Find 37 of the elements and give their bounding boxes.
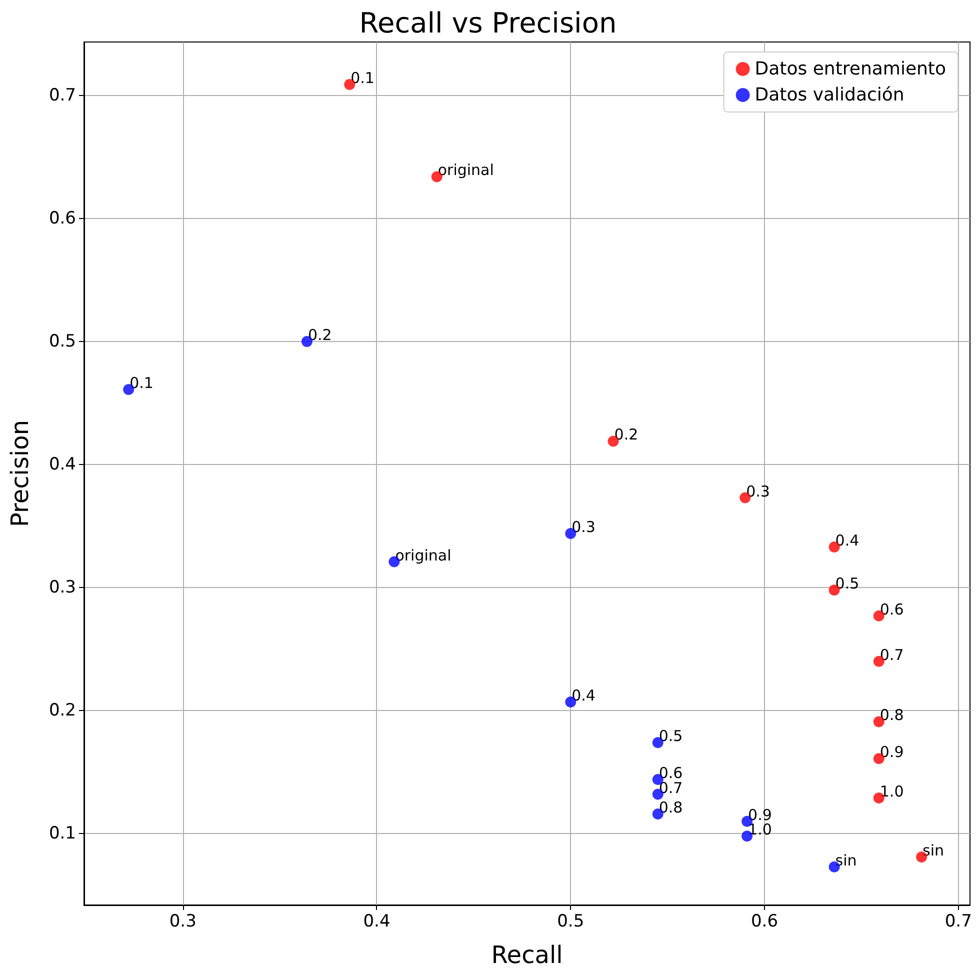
x-tick-label: 0.3 xyxy=(169,912,196,932)
y-axis-title: Precision xyxy=(6,420,34,528)
y-tick-label: 0.7 xyxy=(48,86,76,106)
annotation: 0.6 xyxy=(880,600,904,618)
legend-label: Datos entrenamiento xyxy=(754,58,946,80)
annotation: 0.1 xyxy=(130,374,154,392)
annotation: 0.2 xyxy=(308,326,332,344)
annotation: sin xyxy=(835,851,857,870)
annotation: original xyxy=(395,546,452,564)
y-tick-label: 0.6 xyxy=(48,208,76,229)
annotation: 1.0 xyxy=(880,782,904,800)
annotation: 0.4 xyxy=(835,532,860,550)
x-tick-label: 0.4 xyxy=(363,912,390,932)
annotation: 0.5 xyxy=(658,727,683,746)
y-tick-label: 0.3 xyxy=(48,578,76,598)
annotation: 0.3 xyxy=(746,482,770,500)
annotation: 0.5 xyxy=(835,574,860,593)
annotation: 0.4 xyxy=(572,686,596,705)
legend-label: Datos validación xyxy=(754,84,904,106)
annotation: 0.8 xyxy=(880,706,904,724)
chart-title: Recall vs Precision xyxy=(359,6,617,40)
annotation: 0.8 xyxy=(658,798,683,816)
annotation: sin xyxy=(922,842,944,860)
annotation: 0.2 xyxy=(614,426,638,444)
y-tick-label: 0.5 xyxy=(48,332,76,352)
y-tick-label: 0.1 xyxy=(48,824,76,844)
y-tick-label: 0.4 xyxy=(48,454,76,475)
x-tick-label: 0.5 xyxy=(557,912,584,932)
annotation: original xyxy=(438,161,494,180)
annotation: 0.7 xyxy=(880,646,904,664)
annotation: 0.9 xyxy=(880,743,904,762)
y-tick-label: 0.2 xyxy=(48,700,76,721)
annotation: 0.1 xyxy=(350,68,374,87)
x-tick-label: 0.6 xyxy=(750,912,778,932)
x-tick-label: 0.7 xyxy=(944,912,972,932)
annotation: 0.3 xyxy=(572,518,596,536)
x-axis-title: Recall xyxy=(491,941,563,969)
